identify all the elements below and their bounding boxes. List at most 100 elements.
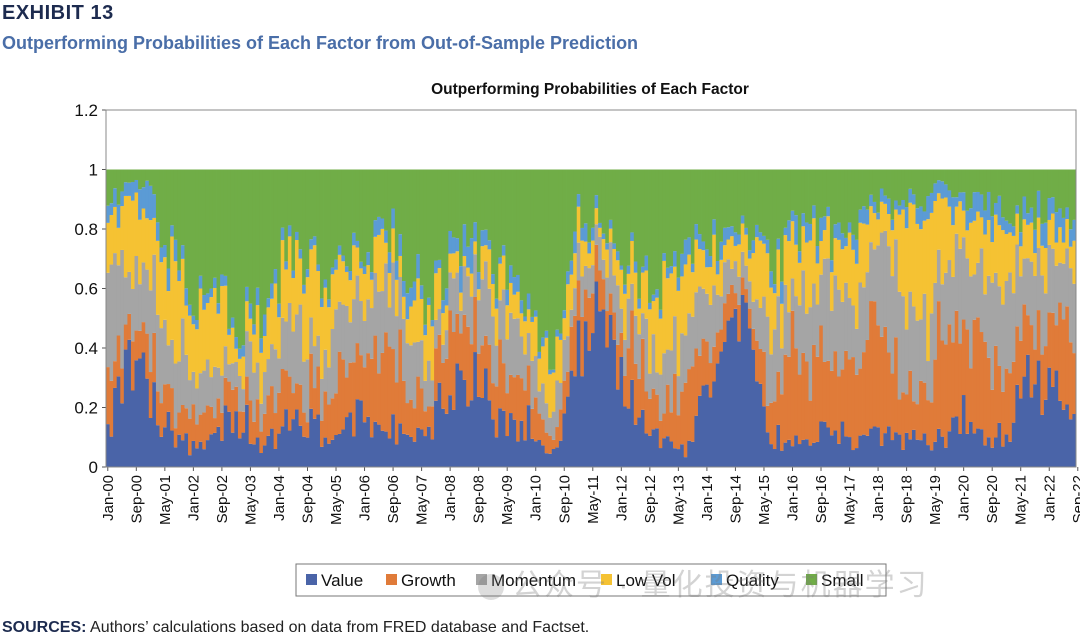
bar-segment-momentum bbox=[705, 293, 710, 342]
bar-segment-value bbox=[658, 448, 663, 467]
bar-segment-low-vol bbox=[722, 245, 727, 263]
bar-segment-momentum bbox=[926, 361, 931, 401]
bar-segment-momentum bbox=[751, 301, 756, 329]
bar-segment-low-vol bbox=[526, 309, 531, 334]
bar-segment-low-vol bbox=[780, 303, 784, 349]
bar-segment-low-vol bbox=[163, 257, 168, 320]
bar-segment-momentum bbox=[648, 373, 653, 399]
bar-segment-low-vol bbox=[936, 193, 941, 250]
bar-segment-momentum bbox=[640, 313, 645, 339]
bar-segment-low-vol bbox=[1051, 213, 1056, 249]
bar-segment-small bbox=[366, 169, 371, 253]
bar-segment-low-vol bbox=[886, 214, 891, 247]
bar-segment-low-vol bbox=[1047, 219, 1052, 245]
bar-segment-low-vol bbox=[623, 293, 628, 340]
bar-segment-small bbox=[134, 169, 139, 180]
bar-segment-momentum bbox=[783, 284, 788, 355]
bar-segment-growth bbox=[694, 348, 699, 416]
bar-segment-low-vol bbox=[494, 308, 499, 346]
bar-segment-quality bbox=[412, 281, 417, 301]
bar-segment-low-vol bbox=[1043, 247, 1048, 294]
bar-segment-growth bbox=[1043, 346, 1048, 400]
bar-segment-momentum bbox=[626, 298, 631, 349]
bar-segment-value bbox=[940, 436, 945, 467]
bar-segment-low-vol bbox=[687, 254, 692, 314]
bar-segment-value bbox=[523, 440, 528, 467]
bar-segment-momentum bbox=[476, 300, 481, 354]
bar-segment-value bbox=[890, 440, 895, 467]
bar-segment-low-vol bbox=[234, 348, 239, 363]
bar-segment-quality bbox=[519, 300, 524, 314]
bar-segment-low-vol bbox=[280, 240, 285, 318]
bar-segment-value bbox=[512, 419, 517, 467]
bar-segment-quality bbox=[484, 229, 488, 246]
bar-segment-value bbox=[280, 426, 285, 467]
bar-segment-small bbox=[462, 169, 467, 225]
bar-segment-small bbox=[669, 169, 674, 267]
bar-segment-growth bbox=[615, 344, 620, 390]
bar-segment-value bbox=[230, 432, 235, 467]
bar-segment-value bbox=[195, 448, 200, 467]
bar-segment-momentum bbox=[455, 272, 460, 314]
bar-segment-momentum bbox=[362, 320, 367, 368]
bar-segment-value bbox=[277, 433, 282, 467]
bar-segment-growth bbox=[665, 384, 670, 437]
bar-segment-growth bbox=[166, 384, 171, 412]
bar-segment-value bbox=[348, 412, 353, 467]
bar-segment-quality bbox=[658, 309, 663, 319]
bar-segment-momentum bbox=[854, 328, 859, 375]
bar-segment-quality bbox=[273, 269, 278, 284]
bar-segment-quality bbox=[676, 277, 681, 291]
bar-segment-value bbox=[569, 370, 574, 467]
bar-segment-quality bbox=[359, 261, 364, 269]
bar-segment-quality bbox=[555, 329, 560, 337]
bar-segment-low-vol bbox=[808, 240, 813, 308]
bar-segment-small bbox=[601, 169, 606, 234]
bar-segment-quality bbox=[1065, 207, 1070, 220]
bar-segment-growth bbox=[508, 374, 513, 414]
bar-segment-small bbox=[334, 169, 339, 260]
bar-segment-small bbox=[804, 169, 809, 223]
bar-segment-low-vol bbox=[651, 301, 656, 335]
bar-segment-small bbox=[619, 169, 624, 266]
bar-segment-value bbox=[412, 441, 417, 467]
bar-segment-quality bbox=[737, 234, 742, 245]
bar-segment-growth bbox=[619, 332, 624, 357]
bar-segment-quality bbox=[601, 233, 606, 240]
bar-segment-value bbox=[480, 398, 485, 467]
bar-segment-low-vol bbox=[676, 290, 681, 377]
bar-segment-growth bbox=[405, 403, 410, 435]
bar-segment-small bbox=[277, 169, 282, 304]
bar-segment-value bbox=[155, 425, 160, 467]
bar-segment-momentum bbox=[758, 307, 763, 349]
bar-segment-value bbox=[191, 440, 196, 467]
bar-segment-quality bbox=[826, 206, 831, 217]
bar-segment-growth bbox=[897, 399, 902, 435]
x-tick-label: Sep-00 bbox=[128, 475, 145, 523]
bar-segment-growth bbox=[255, 399, 260, 438]
bar-segment-momentum bbox=[690, 316, 695, 367]
bar-segment-low-vol bbox=[448, 253, 453, 273]
bar-segment-value bbox=[872, 426, 877, 467]
legend-label-small: Small bbox=[821, 571, 864, 590]
bar-segment-growth bbox=[758, 348, 763, 384]
bar-segment-low-vol bbox=[505, 305, 510, 340]
bar-segment-value bbox=[858, 435, 863, 467]
bar-segment-low-vol bbox=[409, 306, 414, 346]
bar-segment-small bbox=[879, 169, 884, 189]
bar-segment-quality bbox=[109, 203, 114, 216]
bar-segment-momentum bbox=[740, 251, 745, 278]
bar-segment-momentum bbox=[387, 307, 392, 347]
stacked-bar-chart: Outperforming Probabilities of Each Fact… bbox=[74, 81, 1080, 597]
bar-segment-small bbox=[209, 169, 214, 289]
bar-segment-small bbox=[883, 169, 888, 196]
bar-segment-small bbox=[262, 169, 267, 315]
bar-segment-low-vol bbox=[177, 281, 182, 362]
bar-segment-small bbox=[769, 169, 774, 272]
bar-segment-low-vol bbox=[387, 272, 392, 308]
bar-segment-low-vol bbox=[840, 249, 845, 302]
bar-segment-low-vol bbox=[220, 286, 225, 376]
bar-segment-quality bbox=[202, 295, 207, 310]
bar-segment-value bbox=[783, 442, 788, 467]
bar-segment-small bbox=[872, 169, 877, 202]
